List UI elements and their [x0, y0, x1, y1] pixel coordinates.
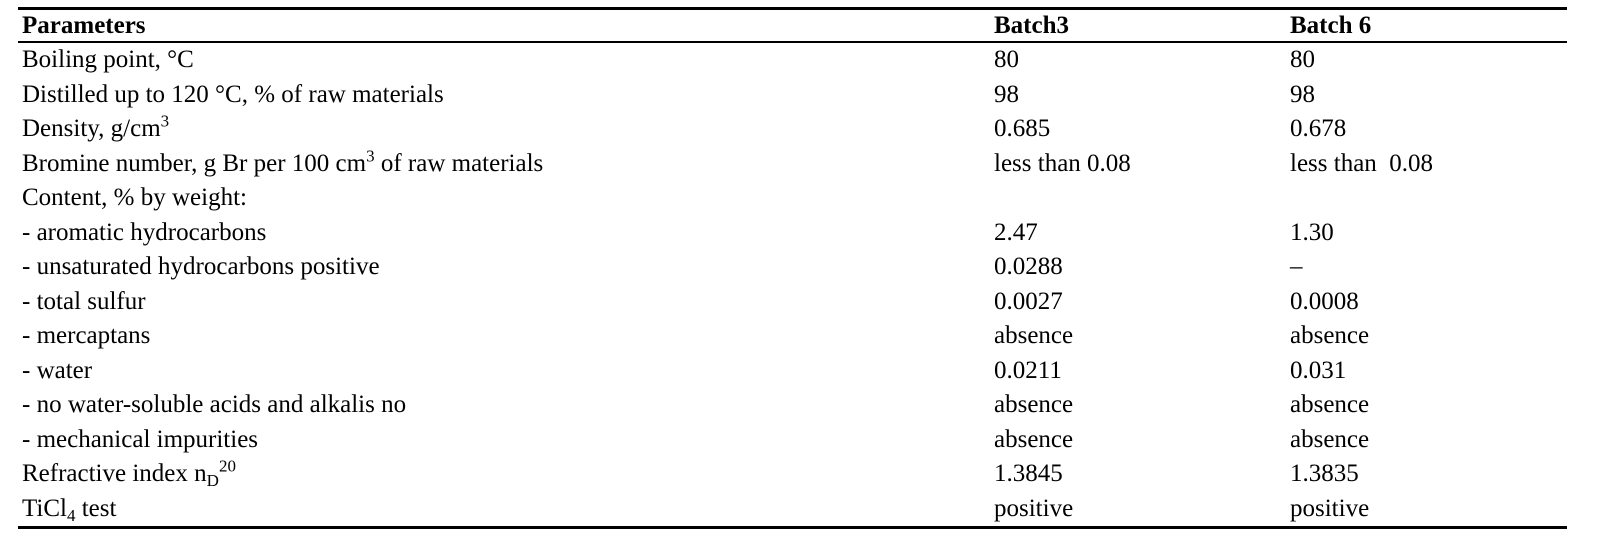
batch6-cell: 80	[1290, 46, 1315, 73]
table-row: Density, g/cm3 0.685 0.678	[18, 112, 1567, 147]
batch3-cell: absence	[994, 322, 1074, 349]
table-row: - aromatic hydrocarbons 2.47 1.30	[18, 216, 1567, 251]
batch3-cell: positive	[994, 494, 1074, 522]
param-superscript: 20	[218, 456, 236, 476]
param-cell: Density, g/cm3	[18, 112, 990, 147]
table-row: - water 0.0211 0.031	[18, 354, 1567, 389]
param-text: Density, g/cm	[22, 115, 161, 142]
batch3-cell: 2.47	[994, 218, 1038, 246]
batch3-cell: 80	[994, 46, 1019, 73]
param-text-suffix: of raw materials	[374, 149, 544, 177]
param-cell: Boiling point, °C	[18, 42, 990, 78]
param-text: Refractive index n	[22, 460, 207, 487]
param-text: - water	[22, 356, 93, 384]
param-text: - aromatic hydrocarbons	[22, 218, 267, 246]
header-row: Parameters Batch3 Batch 6	[18, 8, 1567, 42]
param-cell: - mechanical impurities	[18, 423, 990, 458]
param-text: - unsaturated hydrocarbons positive	[22, 253, 380, 280]
param-text: - no water-soluble acids and alkalis no	[22, 391, 407, 418]
batch6-value: less than 0.08	[1290, 149, 1434, 177]
param-cell: Bromine number, g Br per 100 cm3 of raw …	[18, 147, 990, 182]
parameters-table: Parameters Batch3 Batch 6 Boiling point,…	[18, 7, 1567, 529]
header-parameters: Parameters	[22, 12, 146, 39]
param-cell: Content, % by weight:	[18, 181, 990, 216]
batch3-cell: absence	[994, 391, 1074, 418]
batch6-cell	[1286, 181, 1567, 216]
table-row: - no water-soluble acids and alkalis no …	[18, 388, 1567, 423]
param-text: - mechanical impurities	[22, 425, 259, 453]
batch6-cell: 0.031	[1290, 356, 1347, 384]
param-superscript: 3	[366, 146, 375, 166]
param-subscript: D	[206, 471, 219, 491]
param-cell: - mercaptans	[18, 319, 990, 354]
param-cell: - unsaturated hydrocarbons positive	[18, 250, 990, 285]
batch3-cell: 1.3845	[994, 460, 1063, 487]
table-row: Content, % by weight:	[18, 181, 1567, 216]
param-cell: - total sulfur	[18, 285, 990, 320]
param-text: - mercaptans	[22, 322, 151, 349]
batch6-cell: 0.0008	[1290, 287, 1359, 315]
batch3-cell: 0.0288	[994, 253, 1063, 280]
batch6-cell: absence	[1290, 391, 1370, 418]
param-text-suffix: test	[75, 494, 117, 522]
parameters-table-container: Parameters Batch3 Batch 6 Boiling point,…	[18, 7, 1567, 529]
batch6-cell: positive	[1290, 494, 1370, 522]
batch6-cell: 98	[1290, 80, 1315, 108]
param-text: TiCl	[22, 494, 67, 522]
batch3-cell: absence	[994, 425, 1074, 453]
param-cell: - aromatic hydrocarbons	[18, 216, 990, 251]
param-cell: - water	[18, 354, 990, 389]
param-text: - total sulfur	[22, 287, 146, 315]
table-row: - mercaptans absence absence	[18, 319, 1567, 354]
param-cell: Refractive index nD20	[18, 457, 990, 492]
batch3-cell: 0.685	[994, 115, 1051, 142]
batch6-cell: 1.30	[1290, 218, 1334, 246]
table-row: - total sulfur 0.0027 0.0008	[18, 285, 1567, 320]
batch6-cell: 1.3835	[1290, 460, 1359, 487]
table-row: Boiling point, °C 80 80	[18, 42, 1567, 78]
batch3-cell	[990, 181, 1286, 216]
table-row: TiCl4 test positive positive	[18, 492, 1567, 528]
table-row: Refractive index nD20 1.3845 1.3835	[18, 457, 1567, 492]
header-batch3: Batch3	[994, 12, 1069, 39]
batch6-cell: absence	[1290, 425, 1370, 453]
batch6-cell: –	[1290, 253, 1303, 280]
table-row: - unsaturated hydrocarbons positive 0.02…	[18, 250, 1567, 285]
batch6-cell: less than 0.08	[1286, 147, 1567, 182]
param-text: Distilled up to 120 °C, % of raw materia…	[22, 80, 444, 108]
batch3-cell: 0.0027	[994, 287, 1063, 315]
param-cell: Distilled up to 120 °C, % of raw materia…	[18, 78, 990, 113]
batch6-cell: 0.678	[1290, 115, 1347, 142]
param-cell: - no water-soluble acids and alkalis no	[18, 388, 990, 423]
param-text: Bromine number, g Br per 100 cm	[22, 149, 367, 177]
table-row: Bromine number, g Br per 100 cm3 of raw …	[18, 147, 1567, 182]
batch3-cell: 0.0211	[994, 356, 1062, 384]
batch3-cell: 98	[994, 80, 1019, 108]
param-text: Content, % by weight:	[22, 184, 247, 211]
param-superscript: 3	[160, 111, 170, 131]
table-row: - mechanical impurities absence absence	[18, 423, 1567, 458]
batch3-cell: less than 0.08	[994, 149, 1131, 177]
batch6-cell: absence	[1290, 322, 1370, 349]
header-batch6: Batch 6	[1290, 12, 1372, 39]
param-cell: TiCl4 test	[18, 492, 990, 528]
table-row: Distilled up to 120 °C, % of raw materia…	[18, 78, 1567, 113]
param-text: Boiling point, °C	[22, 46, 194, 73]
param-subscript: 4	[66, 505, 76, 525]
